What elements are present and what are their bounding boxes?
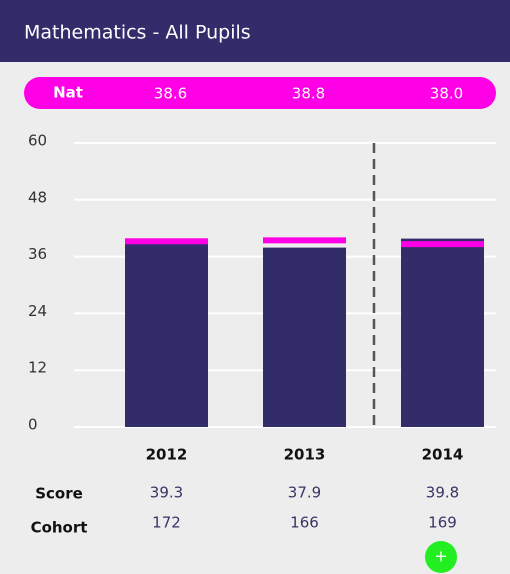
add-button-label[interactable]: + (434, 547, 447, 566)
cohort-value: 166 (290, 514, 319, 532)
y-tick-label: 0 (28, 416, 38, 434)
y-tick-label: 48 (28, 188, 47, 206)
nat-value: 38.0 (430, 85, 463, 103)
y-tick-label: 12 (28, 359, 47, 377)
score-value: 37.9 (288, 484, 321, 502)
y-tick-label: 36 (28, 245, 47, 263)
bar (125, 240, 208, 427)
x-tick-label: 2012 (146, 446, 188, 464)
y-tick-label: 24 (28, 302, 47, 320)
header (0, 0, 510, 62)
nat-value: 38.6 (154, 85, 187, 103)
bar (401, 238, 484, 427)
nat-marker (401, 241, 484, 248)
nat-marker (263, 237, 346, 244)
score-value: 39.8 (426, 484, 459, 502)
add-button[interactable] (425, 541, 457, 573)
nat-pill (24, 77, 496, 109)
cohort-value: 172 (152, 514, 181, 532)
cohort-label: Cohort (31, 519, 88, 537)
y-tick-label: 60 (28, 132, 47, 150)
nat-marker (125, 238, 208, 245)
x-tick-label: 2014 (422, 446, 464, 464)
x-tick-label: 2013 (284, 446, 326, 464)
bar (263, 247, 346, 427)
cohort-value: 169 (428, 514, 457, 532)
score-value: 39.3 (150, 484, 183, 502)
score-label: Score (35, 485, 83, 503)
nat-value: 38.8 (292, 85, 325, 103)
chart-title: Mathematics - All Pupils (24, 22, 251, 44)
nat-label: Nat (53, 84, 83, 102)
